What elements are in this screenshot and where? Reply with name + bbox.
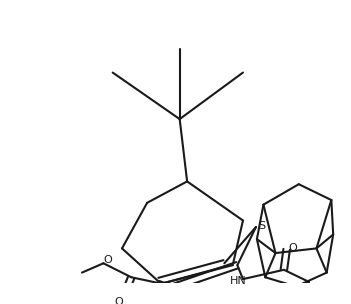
Text: O: O bbox=[114, 297, 122, 304]
Text: S: S bbox=[258, 221, 265, 231]
Text: HN: HN bbox=[230, 276, 247, 286]
Text: O: O bbox=[288, 244, 297, 254]
Text: O: O bbox=[104, 254, 112, 264]
